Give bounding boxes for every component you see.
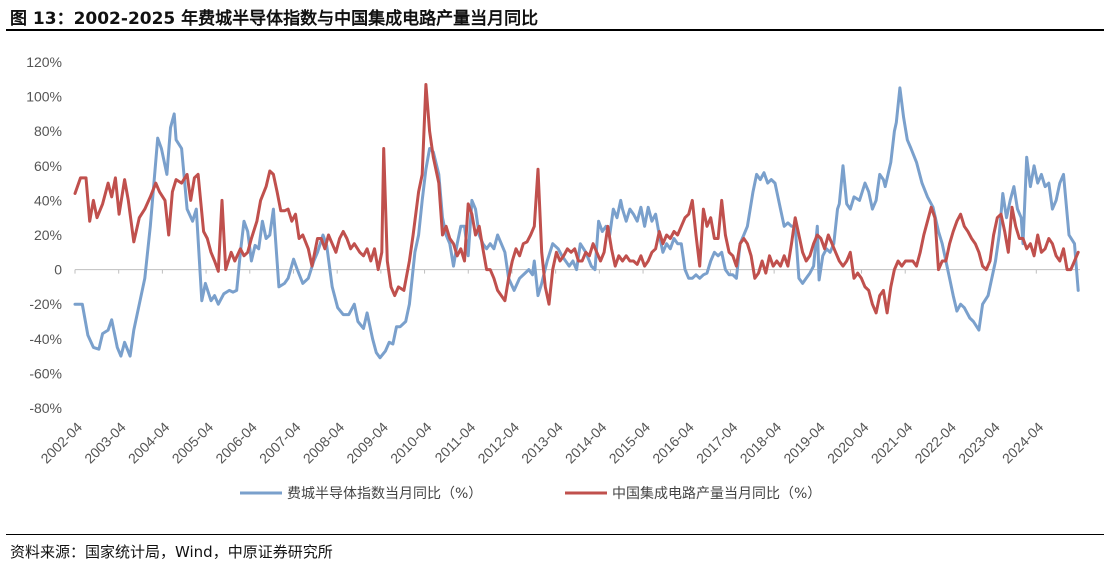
line-chart: -80% -60% -40% -20% 0 20% 40% 60% 80% 100% 120% 20… xyxy=(26,54,1080,502)
x-tick-label: 2019-04 xyxy=(780,419,828,467)
x-tick-label: 2024-04 xyxy=(999,419,1047,467)
legend-label: 中国集成电路产量当月同比（%） xyxy=(612,485,821,502)
x-tick-label: 2005-04 xyxy=(169,419,217,467)
x-tick-label: 2008-04 xyxy=(300,419,348,467)
x-tick-label: 2012-04 xyxy=(474,419,522,467)
x-tick-label: 2014-04 xyxy=(562,419,610,467)
series-line-ic-output xyxy=(73,83,1080,315)
x-tick-label: 2013-04 xyxy=(518,419,566,467)
x-tick-label: 2002-04 xyxy=(37,419,85,467)
x-tick-label: 2004-04 xyxy=(125,419,173,467)
y-tick-label: 100% xyxy=(26,89,62,105)
y-tick-label: 60% xyxy=(34,158,62,174)
y-tick-label: -80% xyxy=(29,400,62,416)
y-tick-label: -20% xyxy=(29,296,62,312)
y-tick-label: 120% xyxy=(26,54,62,70)
title-rule xyxy=(6,29,1104,31)
x-tick-label: 2016-04 xyxy=(649,419,697,467)
x-tick-label: 2011-04 xyxy=(431,419,478,466)
y-axis: -80% -60% -40% -20% 0 20% 40% 60% 80% 100% 120% xyxy=(26,54,62,416)
y-tick-label: 80% xyxy=(34,123,62,139)
series-layer xyxy=(73,83,1080,360)
x-tick-label: 2020-04 xyxy=(824,419,872,467)
x-tick-label: 2015-04 xyxy=(606,419,654,467)
x-tick-label: 2006-04 xyxy=(212,419,260,467)
y-tick-label: -60% xyxy=(29,365,62,381)
x-axis: 2002-042003-042004-042005-042006-042007-… xyxy=(37,269,1080,467)
y-tick-label: 20% xyxy=(34,227,62,243)
source-note: 资料来源：国家统计局，Wind，中原证券研究所 xyxy=(10,543,333,561)
y-tick-label: -40% xyxy=(29,331,62,347)
legend: 费城半导体指数当月同比（%） 中国集成电路产量当月同比（%） xyxy=(240,485,821,502)
x-tick-label: 2009-04 xyxy=(343,419,391,467)
y-tick-label: 40% xyxy=(34,192,62,208)
y-tick-label: 0 xyxy=(54,262,62,278)
x-tick-label: 2018-04 xyxy=(737,419,785,467)
figure-title: 图 13：2002-2025 年费城半导体指数与中国集成电路产量当月同比 xyxy=(10,9,539,29)
x-tick-label: 2022-04 xyxy=(911,419,959,467)
source-rule xyxy=(6,534,1104,535)
x-tick-label: 2021-04 xyxy=(868,419,916,467)
x-tick-label: 2003-04 xyxy=(81,419,129,467)
x-tick-label: 2023-04 xyxy=(955,419,1003,467)
x-tick-label: 2017-04 xyxy=(693,419,741,467)
legend-label: 费城半导体指数当月同比（%） xyxy=(287,486,482,502)
x-tick-label: 2007-04 xyxy=(256,419,304,467)
x-tick-label: 2010-04 xyxy=(387,419,435,467)
